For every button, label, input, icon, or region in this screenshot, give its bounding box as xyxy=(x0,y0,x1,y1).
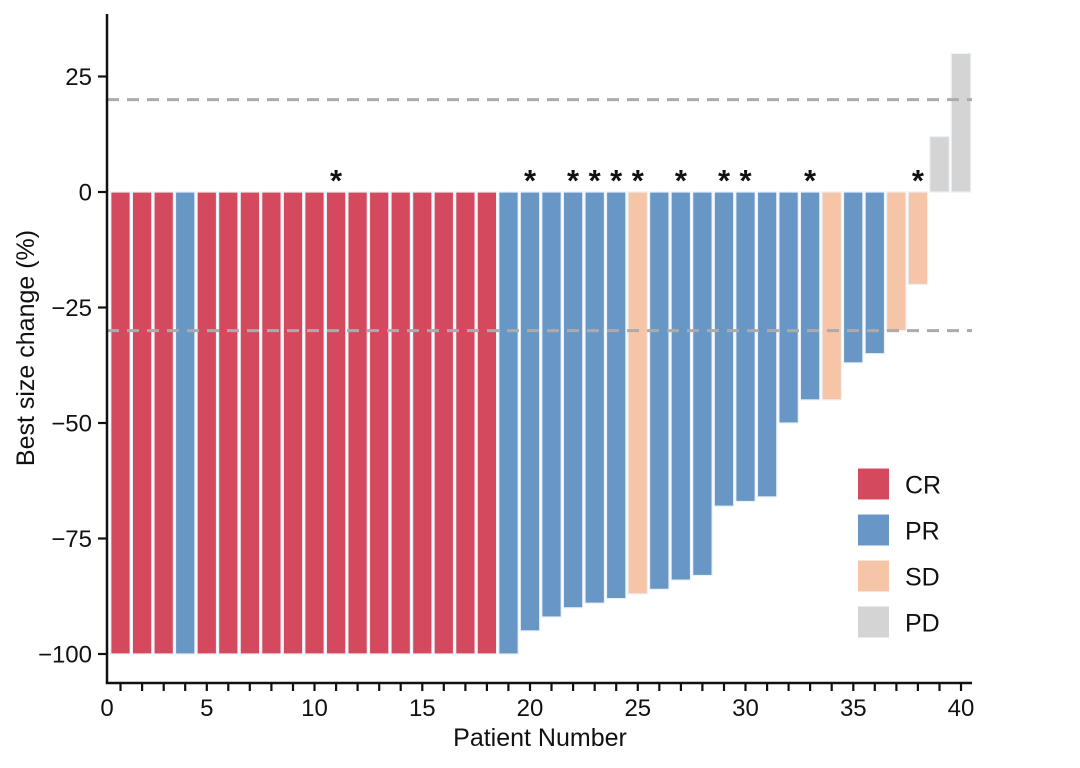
legend-label-pd: PD xyxy=(905,610,940,638)
asterisk-marker-patient-33: * xyxy=(804,163,817,198)
x-axis-title: Patient Number xyxy=(453,724,627,752)
asterisk-markers-layer: * * * * * * * * * * * xyxy=(330,163,925,198)
x-tick-label-15: 15 xyxy=(409,695,436,722)
bar-patient-5 xyxy=(196,191,218,655)
y-axis-title: Best size change (%) xyxy=(12,230,40,466)
x-tick-label-0: 0 xyxy=(100,695,113,722)
bar-patient-25 xyxy=(627,191,648,595)
bar-patient-29 xyxy=(713,191,735,507)
bar-patient-19 xyxy=(498,191,519,655)
reference-lines-layer xyxy=(107,98,972,333)
asterisk-marker-patient-24: * xyxy=(610,163,623,198)
asterisk-marker-patient-22: * xyxy=(567,163,580,198)
bar-patient-28 xyxy=(692,191,713,577)
bar-patient-20 xyxy=(519,191,541,632)
bar-patient-2 xyxy=(131,191,153,655)
bar-patient-32 xyxy=(778,191,799,424)
legend: CR PR SD PD xyxy=(858,468,941,638)
bar-patient-30 xyxy=(735,191,756,503)
bar-patient-14 xyxy=(390,191,411,655)
axes-layer: 25 0 −25 −50 −75 −100 0 5 10 15 20 25 30 35 40 xyxy=(38,14,974,722)
bar-patient-6 xyxy=(218,191,239,655)
y-tick-label--75: −75 xyxy=(51,526,92,553)
bar-patient-8 xyxy=(261,191,282,655)
x-tick-label-5: 5 xyxy=(200,695,213,722)
bar-patient-15 xyxy=(412,191,433,655)
asterisk-marker-patient-38: * xyxy=(912,163,925,198)
asterisk-marker-patient-23: * xyxy=(589,163,602,198)
x-tick-label-35: 35 xyxy=(840,695,867,722)
bar-patient-13 xyxy=(368,191,390,655)
bar-patient-40 xyxy=(950,52,972,193)
bar-patient-27 xyxy=(670,191,692,581)
bar-patient-36 xyxy=(864,191,886,355)
asterisk-marker-patient-27: * xyxy=(675,163,688,198)
x-tick-label-10: 10 xyxy=(301,695,328,722)
bar-patient-26 xyxy=(648,191,670,590)
bar-patient-34 xyxy=(821,191,842,401)
asterisk-marker-patient-25: * xyxy=(632,163,645,198)
bar-patient-4 xyxy=(174,191,196,655)
bar-patient-22 xyxy=(562,191,584,609)
bar-patient-10 xyxy=(304,191,325,655)
asterisk-marker-patient-30: * xyxy=(739,163,752,198)
legend-swatch-cr xyxy=(858,468,889,500)
bar-patient-33 xyxy=(799,191,821,401)
y-tick-label-0: 0 xyxy=(79,180,92,207)
bar-patient-1 xyxy=(110,191,131,655)
bar-patient-23 xyxy=(584,191,605,604)
x-tick-label-30: 30 xyxy=(732,695,759,722)
asterisk-marker-patient-11: * xyxy=(330,163,343,198)
bar-patient-18 xyxy=(476,191,498,655)
legend-label-sd: SD xyxy=(905,564,940,592)
legend-label-cr: CR xyxy=(905,472,941,500)
x-tick-label-40: 40 xyxy=(948,695,975,722)
y-tick-label--100: −100 xyxy=(38,642,92,669)
bar-patient-39 xyxy=(929,136,950,193)
y-tick-label--50: −50 xyxy=(51,411,92,438)
bar-patient-37 xyxy=(885,191,907,332)
bar-patient-24 xyxy=(605,191,627,600)
bars-layer xyxy=(110,52,972,655)
bar-patient-38 xyxy=(907,191,929,286)
bar-patient-9 xyxy=(282,191,304,655)
bar-patient-11 xyxy=(325,191,347,655)
bar-patient-16 xyxy=(433,191,455,655)
x-tick-label-20: 20 xyxy=(517,695,544,722)
bar-patient-17 xyxy=(455,191,476,655)
legend-swatch-sd xyxy=(858,560,889,592)
bar-patient-31 xyxy=(756,191,778,498)
asterisk-marker-patient-29: * xyxy=(718,163,731,198)
bar-patient-12 xyxy=(347,191,368,655)
legend-swatch-pr xyxy=(858,514,889,546)
bar-patient-35 xyxy=(842,191,864,364)
bar-patient-3 xyxy=(153,191,174,655)
asterisk-marker-patient-20: * xyxy=(524,163,537,198)
y-tick-label-25: 25 xyxy=(65,64,92,91)
x-tick-label-25: 25 xyxy=(624,695,651,722)
bar-patient-7 xyxy=(239,191,261,655)
legend-swatch-pd xyxy=(858,606,889,638)
y-tick-label--25: −25 xyxy=(51,295,92,322)
bar-patient-21 xyxy=(541,191,562,618)
legend-label-pr: PR xyxy=(905,518,940,546)
